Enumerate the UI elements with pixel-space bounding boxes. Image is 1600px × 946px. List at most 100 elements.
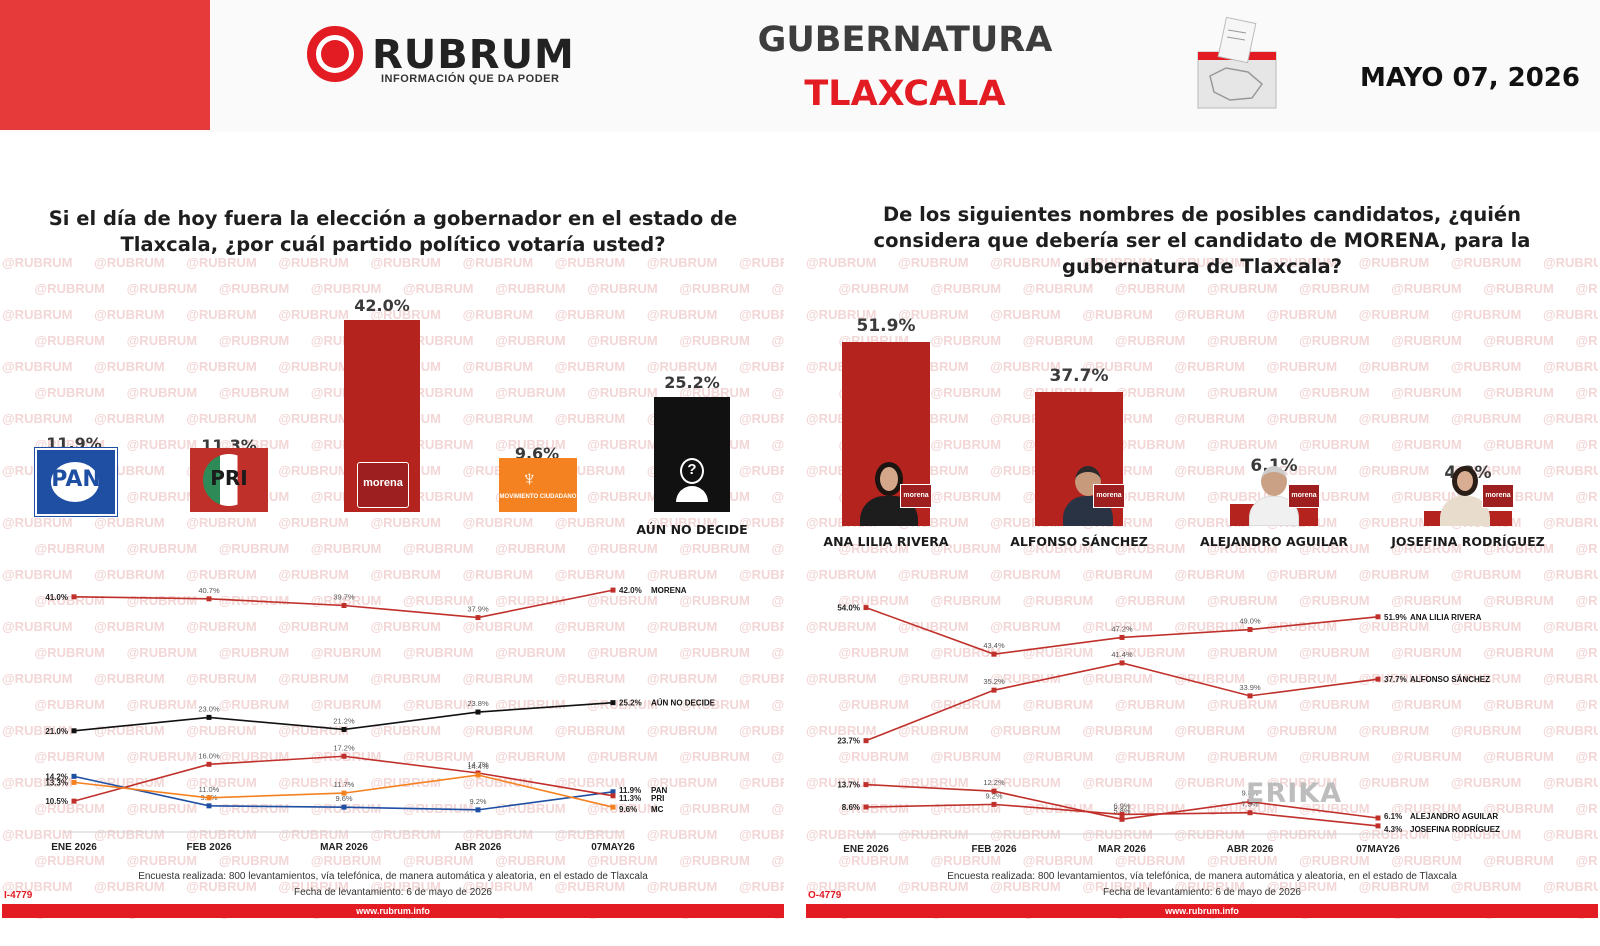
series-line-alfonso-sanchez xyxy=(865,662,1379,742)
end-value-ana-lilia-rivera: 51.9% xyxy=(1384,613,1407,622)
start-value-ana-lilia-rivera: 54.0% xyxy=(837,604,860,613)
data-point-alejandro-aguilar xyxy=(991,788,997,794)
point-value-aun-no-decide: 23.8% xyxy=(467,699,489,708)
data-point-alejandro-aguilar xyxy=(1119,816,1125,822)
candidate-name-2: ALFONSO SÁNCHEZ xyxy=(1010,534,1148,549)
avatar-head xyxy=(875,462,903,496)
header-subtitle: TLAXCALA xyxy=(804,74,1006,114)
series-name-pan: PAN xyxy=(651,786,668,795)
data-point-aun-no-decide xyxy=(610,700,616,706)
undecided-person-icon: ? xyxy=(676,458,708,502)
point-value-alejandro-aguilar: 12.2% xyxy=(983,778,1005,787)
point-value-alfonso-sanchez: 41.4% xyxy=(1111,650,1133,659)
rubrum-logo-icon xyxy=(307,26,363,82)
morena-logo-text: morena xyxy=(363,477,403,489)
rubrum-logo-dot xyxy=(321,40,349,68)
start-value-aun-no-decide: 21.0% xyxy=(45,727,68,736)
point-value-josefina-rodriguez: 6.9% xyxy=(1113,801,1130,810)
eagle-icon: ♆ xyxy=(521,466,538,491)
point-value-alejandro-aguilar: 9.8% xyxy=(1241,789,1258,798)
data-point-aun-no-decide xyxy=(71,728,77,734)
data-point-alejandro-aguilar xyxy=(1247,799,1253,805)
avatar-head xyxy=(1452,466,1478,496)
data-point-morena xyxy=(475,615,481,621)
logo-name: RUBRUM xyxy=(372,32,575,78)
right-question-title: De los siguientes nombres de posibles ca… xyxy=(873,203,1531,278)
right-footer-code: O-4779 xyxy=(808,890,842,901)
point-value-mc: 14.4% xyxy=(467,762,489,771)
morena-tag: morena xyxy=(1482,484,1514,508)
start-value-alfonso-sanchez: 23.7% xyxy=(837,737,860,746)
left-footer-code: I-4779 xyxy=(4,890,33,901)
morena-tag: morena xyxy=(1093,484,1125,508)
undecided-shoulders xyxy=(676,486,708,502)
end-value-alfonso-sanchez: 37.7% xyxy=(1384,675,1407,684)
data-point-alejandro-aguilar xyxy=(863,782,869,788)
undecided-question-mark: ? xyxy=(687,461,697,478)
point-value-mc: 11.7% xyxy=(334,780,355,789)
start-value-pan: 14.2% xyxy=(45,772,68,781)
series-name-ana-lilia-rivera: ANA LILIA RIVERA xyxy=(1410,613,1482,622)
point-value-morena: 37.9% xyxy=(467,605,489,614)
data-point-ana-lilia-rivera xyxy=(863,605,869,611)
pan-logo-text: PAN xyxy=(51,467,101,492)
left-line-chart: ENE 2026 FEB 2026 MAR 2026 ABR 2026 07MAY26 4… xyxy=(45,586,716,853)
right-line-chart: ENE 2026 FEB 2026 MAR 2026 ABR 2026 07MAY26 5… xyxy=(837,604,1500,855)
ballot-box-icon xyxy=(1197,16,1277,109)
data-point-josefina-rodriguez xyxy=(1375,823,1381,829)
bar-value-ana-lilia-rivera: 51.9% xyxy=(856,316,916,336)
start-value-josefina-rodriguez: 8.6% xyxy=(842,803,860,812)
data-point-alfonso-sanchez xyxy=(991,687,997,693)
end-value-pan: 11.9% xyxy=(619,786,641,795)
bar-value-alfonso-sanchez: 37.7% xyxy=(1049,366,1109,387)
candidate-name-3: ALEJANDRO AGUILAR xyxy=(1200,534,1348,549)
data-point-josefina-rodriguez xyxy=(991,801,997,807)
right-footer-url[interactable]: www.rubrum.info xyxy=(806,904,1598,918)
right-footer-note: Encuesta realizada: 800 levantamientos, … xyxy=(947,871,1457,882)
point-value-pri: 16.0% xyxy=(198,751,220,760)
left-footer-url[interactable]: www.rubrum.info xyxy=(2,904,784,918)
start-value-pri: 10.5% xyxy=(45,797,68,806)
data-point-pan xyxy=(610,789,616,795)
pan-logo-ring xyxy=(51,462,99,502)
left-footer-date: Fecha de levantamiento: 6 de mayo de 202… xyxy=(294,887,492,898)
series-name-alejandro-aguilar: ALEJANDRO AGUILAR xyxy=(1410,812,1498,821)
bar-value-aun-no-decide: 25.2% xyxy=(664,372,720,392)
point-value-ana-lilia-rivera: 43.4% xyxy=(983,641,1005,650)
pri-logo: PRI xyxy=(190,448,268,512)
series-name-aun-no-decide: AÚN NO DECIDE xyxy=(651,699,716,708)
point-value-ana-lilia-rivera: 49.0% xyxy=(1239,617,1261,626)
series-name-alfonso-sanchez: ALFONSO SÁNCHEZ xyxy=(1410,675,1490,684)
point-value-pri: 14.7% xyxy=(467,760,489,769)
point-value-alfonso-sanchez: 33.9% xyxy=(1239,683,1261,692)
left-footer-note: Encuesta realizada: 800 levantamientos, … xyxy=(138,871,648,882)
data-point-pan xyxy=(475,807,481,813)
right-footer-date: Fecha de levantamiento: 6 de mayo de 202… xyxy=(1103,887,1301,898)
point-value-mc: 11.0% xyxy=(199,785,220,794)
data-point-pri xyxy=(610,793,616,799)
data-point-aun-no-decide xyxy=(206,714,212,720)
header-title: GUBERNATURA xyxy=(757,20,1053,60)
point-value-morena: 39.7% xyxy=(333,593,355,602)
erika-signature-watermark: ERIKA xyxy=(1246,778,1343,809)
end-value-josefina-rodriguez: 4.3% xyxy=(1384,825,1402,834)
avatar-body xyxy=(1440,496,1490,526)
point-value-pan: 9.2% xyxy=(469,797,486,806)
x-tick-label: FEB 2026 xyxy=(186,842,231,853)
point-value-aun-no-decide: 23.0% xyxy=(198,704,220,713)
data-point-josefina-rodriguez xyxy=(1247,810,1253,816)
pri-logo-ring xyxy=(203,454,255,506)
data-point-alfonso-sanchez xyxy=(1119,660,1125,666)
data-point-morena xyxy=(71,594,77,600)
data-point-alfonso-sanchez xyxy=(1247,693,1253,699)
data-point-mc xyxy=(341,790,347,796)
data-point-ana-lilia-rivera xyxy=(1375,614,1381,620)
series-name-josefina-rodriguez: JOSEFINA RODRÍGUEZ xyxy=(1410,825,1500,834)
point-value-morena: 40.7% xyxy=(198,586,220,595)
data-point-pan xyxy=(71,773,77,779)
left-question-title: Si el día de hoy fuera la elección a gob… xyxy=(48,207,738,256)
page-header: RUBRUM INFORMACIÓN QUE DA PODER GUBERNAT… xyxy=(0,0,1600,132)
data-point-mc xyxy=(71,779,77,785)
data-point-josefina-rodriguez xyxy=(863,804,869,810)
data-point-mc xyxy=(206,795,212,801)
